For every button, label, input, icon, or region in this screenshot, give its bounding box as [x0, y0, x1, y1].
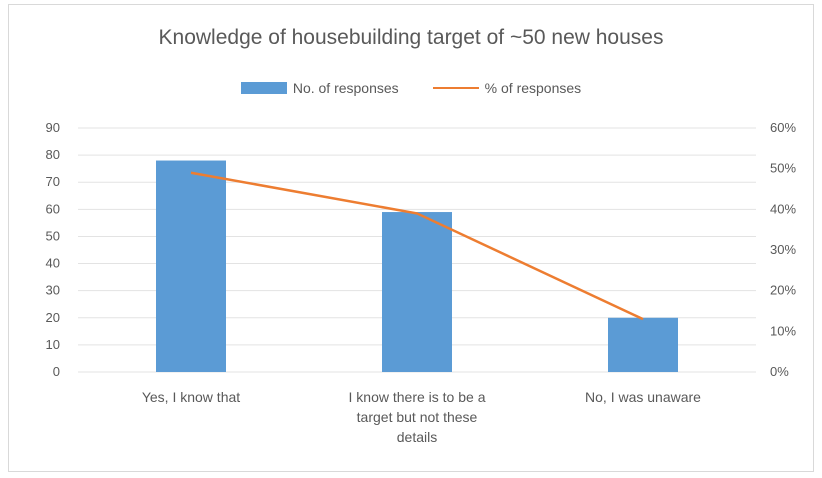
chart-title: Knowledge of housebuilding target of ~50…	[158, 26, 664, 49]
y-left-tick-label: 90	[46, 120, 60, 135]
legend-item-bar: No. of responses	[240, 80, 399, 96]
y-left-tick-label: 50	[46, 228, 60, 243]
y-right-tick-label: 20%	[770, 283, 796, 298]
y-right-tick-label: 30%	[770, 242, 796, 257]
legend-item-line: % of responses	[432, 80, 582, 96]
bar	[608, 317, 678, 372]
x-category-label: No, I was unaware	[585, 389, 701, 405]
x-category-label-line: No, I was unaware	[585, 389, 701, 405]
y-left-tick-label: 10	[46, 337, 60, 352]
legend-swatch-line	[432, 87, 479, 89]
x-category-label: Yes, I know that	[142, 389, 240, 405]
y-left-tick-label: 20	[46, 310, 60, 325]
y-left-tick-label: 0	[53, 364, 60, 379]
x-category-label-line: Yes, I know that	[142, 389, 240, 405]
chart-legend: No. of responses % of responses	[0, 80, 822, 96]
y-left-tick-label: 70	[46, 174, 60, 189]
y-right-tick-label: 50%	[770, 161, 796, 176]
y-left-tick-label: 30	[46, 283, 60, 298]
legend-swatch-bar	[240, 82, 287, 94]
x-category-label-line: details	[397, 429, 437, 445]
x-category-label-line: I know there is to be a	[349, 389, 486, 405]
bar	[382, 212, 452, 372]
x-category-label: I know there is to be a target but not th…	[349, 389, 486, 445]
bar	[156, 160, 226, 372]
y-left-tick-label: 80	[46, 147, 60, 162]
y-left-tick-label: 60	[46, 201, 60, 216]
y-right-tick-label: 40%	[770, 201, 796, 216]
y-right-tick-label: 60%	[770, 120, 796, 135]
series-line	[190, 171, 644, 321]
y-right-tick-label: 0%	[770, 364, 789, 379]
x-category-label-line: target but not these	[357, 409, 478, 425]
y-right-tick-label: 10%	[770, 323, 796, 338]
y-left-tick-label: 40	[46, 256, 60, 271]
legend-label-line: % of responses	[484, 80, 582, 96]
legend-label-bar: No. of responses	[292, 80, 399, 96]
